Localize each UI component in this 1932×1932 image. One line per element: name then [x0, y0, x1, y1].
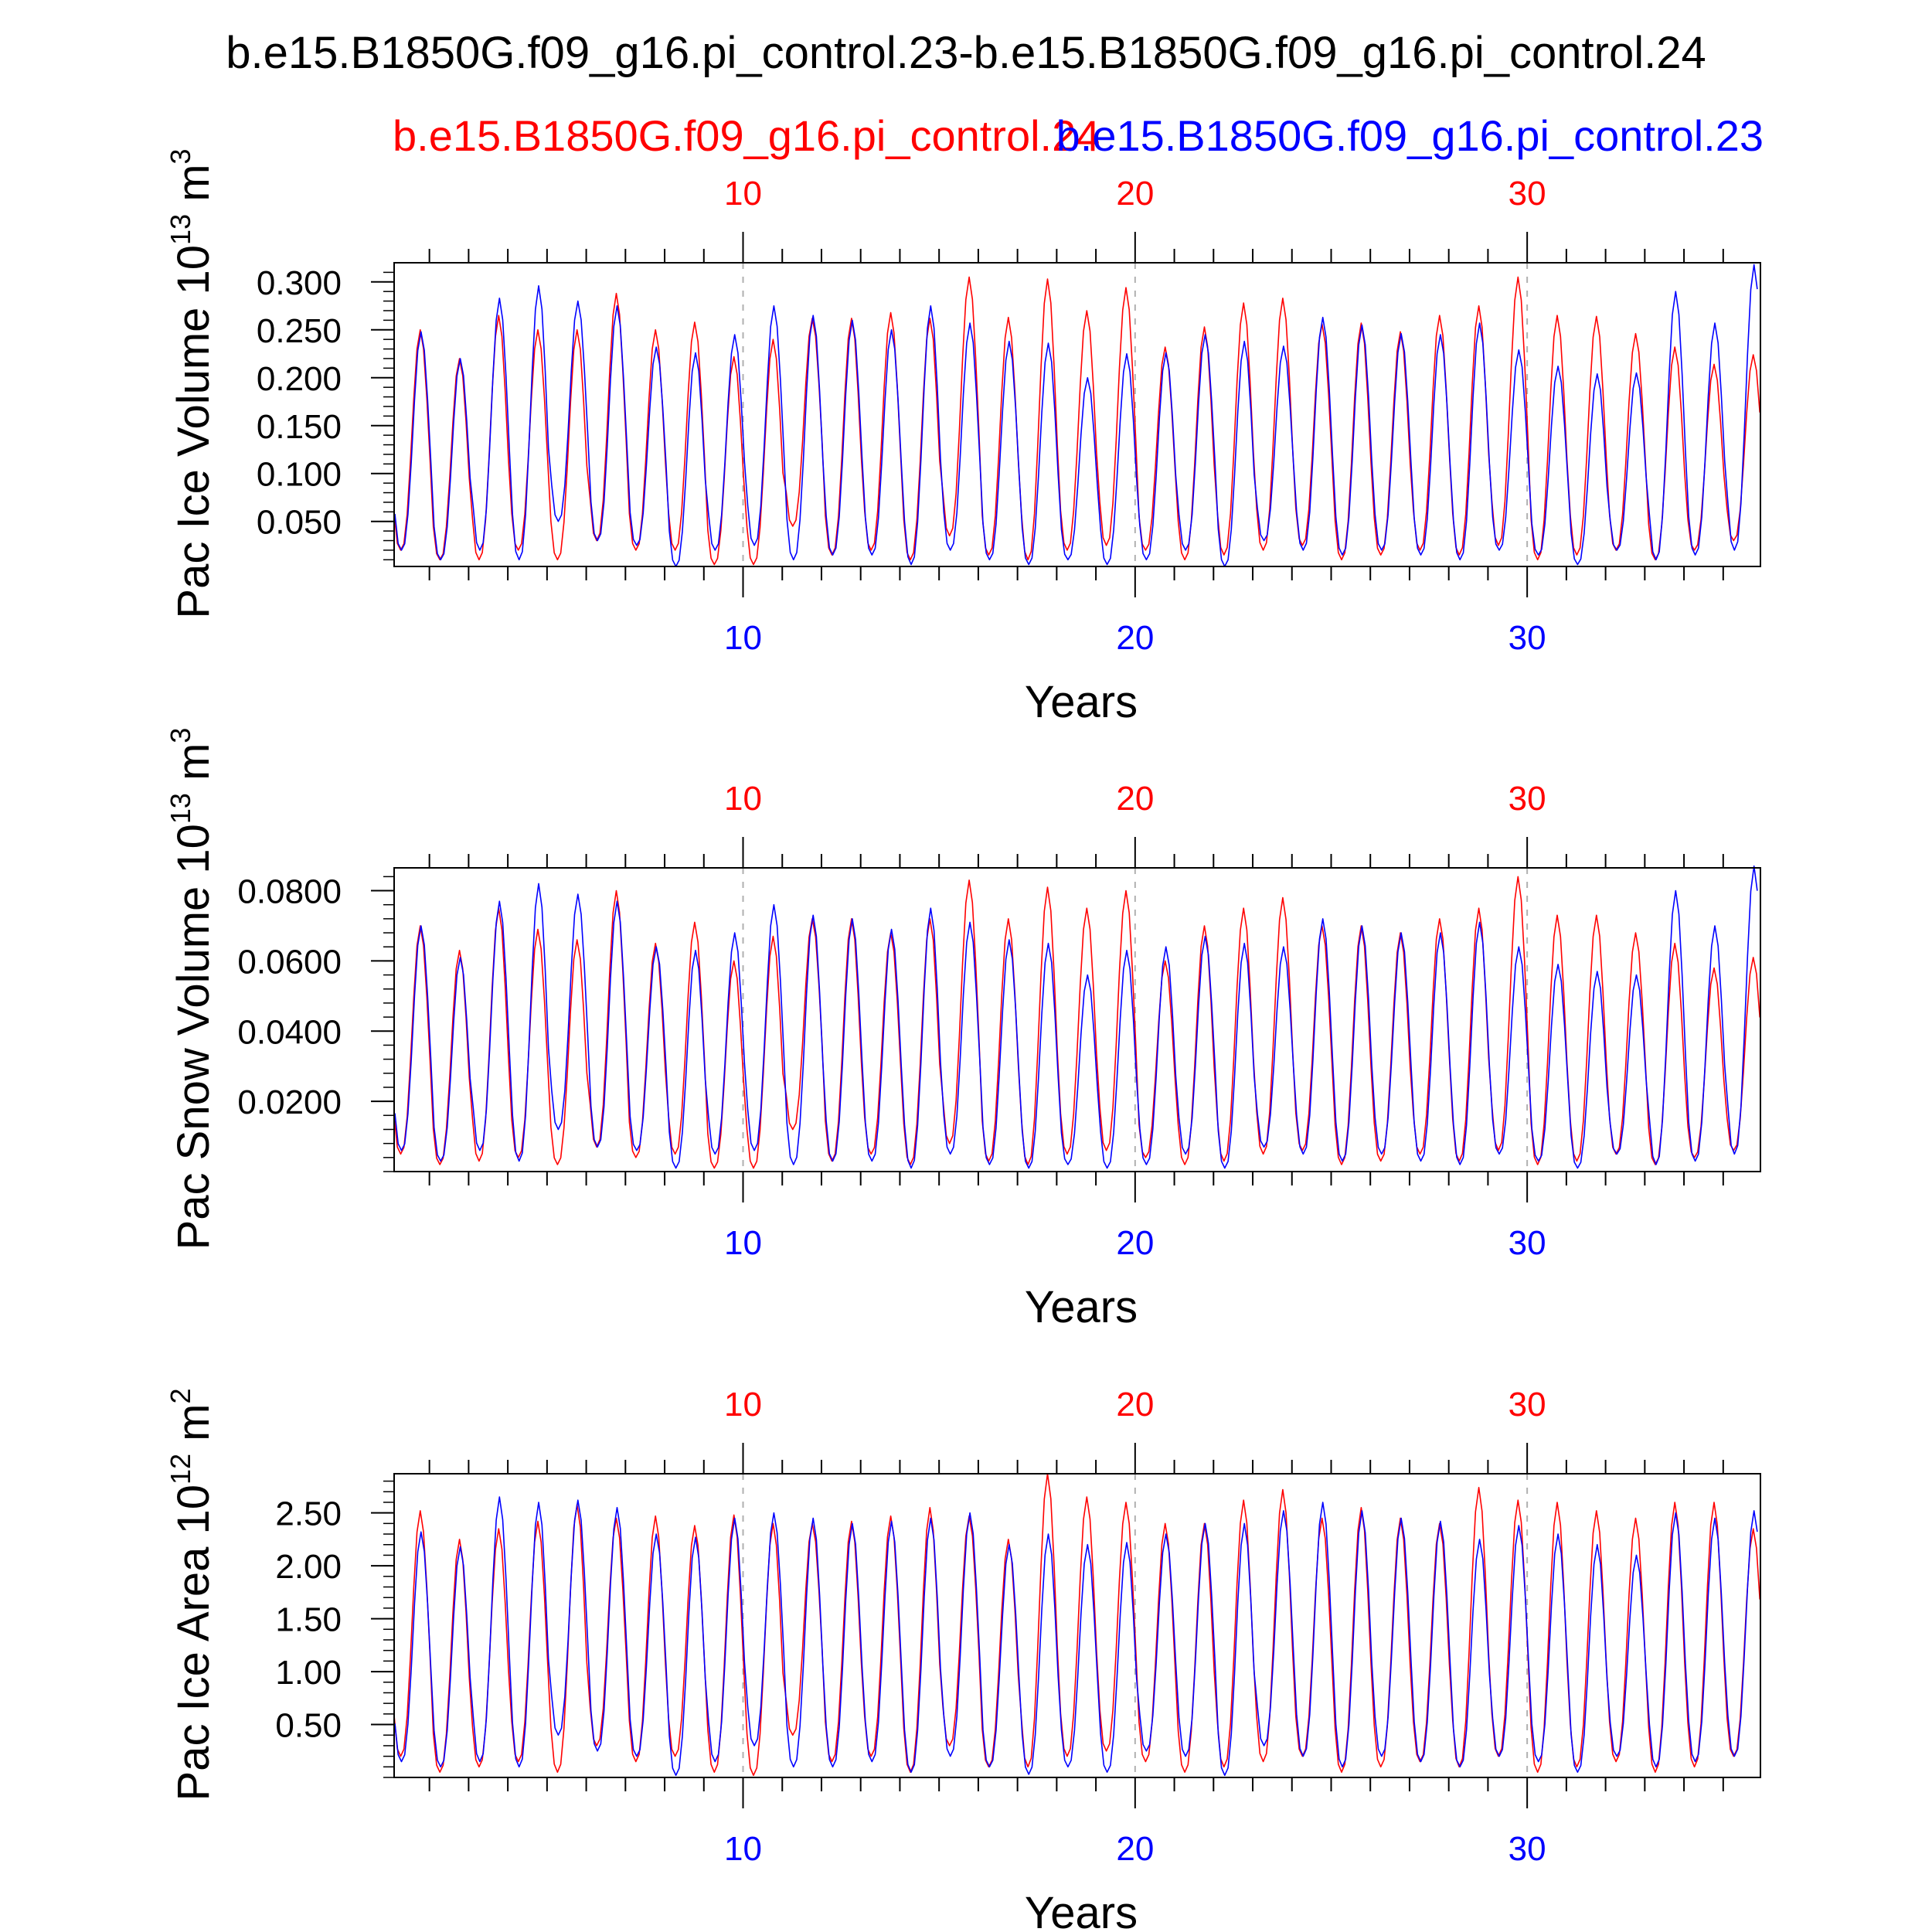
x-tick-label-bottom: 30 [1509, 619, 1546, 657]
y-axis-title-part: 3 [165, 148, 196, 164]
y-tick-label: 0.150 [257, 408, 342, 446]
x-tick-label-top: 20 [1116, 1386, 1154, 1423]
y-axis-title-part: Pac Snow Volume 10 [168, 824, 219, 1250]
x-tick-label-bottom: 10 [724, 1830, 762, 1868]
y-tick-label: 1.50 [275, 1601, 342, 1639]
y-tick-label: 1.00 [275, 1654, 342, 1692]
y-axis-title: Pac Ice Area 1012 m2 [165, 1389, 219, 1801]
x-tick-label-top: 10 [724, 1386, 762, 1423]
series-line-blue [394, 865, 1758, 1169]
y-tick-label: 0.250 [257, 312, 342, 350]
y-axis-title: Pac Snow Volume 1013 m3 [165, 728, 219, 1250]
x-tick-label-top: 10 [724, 175, 762, 213]
y-tick-label: 2.50 [275, 1495, 342, 1533]
chart-panels: 10 10 20 20 30 30 0.050 0.100 0.150 0.200 0.250 0.3… [165, 148, 1761, 1932]
y-axis-title-part: 12 [165, 1454, 196, 1485]
x-tick-label-bottom: 30 [1509, 1830, 1546, 1868]
legend-blue-label: b.e15.B1850G.f09_g16.pi_control.23 [1056, 111, 1764, 160]
x-tick-label-bottom: 30 [1509, 1224, 1546, 1262]
y-axis-title-part: m [168, 1404, 219, 1454]
plot-frame [393, 1473, 1761, 1778]
y-tick-label: 0.0400 [237, 1013, 342, 1051]
panel-ice-area: 10 10 20 20 30 30 0.50 1.00 1.50 2.00 2.50 Years Pac… [165, 1386, 1761, 1932]
figure-title: b.e15.B1850G.f09_g16.pi_control.23-b.e15… [226, 28, 1706, 78]
x-tick-label-bottom: 20 [1116, 619, 1154, 657]
y-tick-label: 2.00 [275, 1548, 342, 1586]
y-tick-label: 0.200 [257, 360, 342, 398]
y-tick-label: 0.300 [257, 264, 342, 302]
y-tick-label: 0.0200 [237, 1083, 342, 1121]
series-line-red [393, 276, 1760, 566]
x-axis-title: Years [1025, 1888, 1138, 1932]
y-axis-title: Pac Ice Volume 1013 m3 [165, 148, 219, 618]
y-axis-title-part: m [168, 743, 219, 793]
y-tick-label: 0.0800 [237, 873, 342, 911]
x-tick-label-top: 30 [1509, 1386, 1546, 1423]
y-axis-title-part: 13 [165, 214, 196, 245]
x-tick-label-top: 30 [1509, 780, 1546, 818]
y-tick-label: 0.0600 [237, 943, 342, 981]
y-axis-title-part: 13 [165, 793, 196, 824]
y-axis-title-part: Pac Ice Volume 10 [168, 245, 219, 619]
panel-snow-volume: 10 10 20 20 30 30 0.0200 0.0400 0.0600 0.0800 Year… [165, 728, 1761, 1332]
y-tick-label: 0.100 [257, 456, 342, 494]
x-tick-label-top: 20 [1116, 780, 1154, 818]
series-line-red [393, 876, 1760, 1169]
x-axis-title: Years [1025, 1282, 1138, 1332]
plot-frame [393, 262, 1761, 567]
x-tick-label-bottom: 20 [1116, 1224, 1154, 1262]
series-line-blue [394, 1496, 1758, 1777]
y-axis-title-part: 2 [165, 1389, 196, 1404]
x-tick-label-top: 10 [724, 780, 762, 818]
series-line-red [393, 1473, 1760, 1777]
y-tick-label: 0.050 [257, 504, 342, 542]
x-tick-label-top: 30 [1509, 175, 1546, 213]
y-axis-title-part: 3 [165, 728, 196, 743]
y-axis-title-part: m [168, 164, 219, 213]
x-tick-label-bottom: 20 [1116, 1830, 1154, 1868]
plot-frame [393, 867, 1761, 1172]
panel-ice-volume: 10 10 20 20 30 30 0.050 0.100 0.150 0.200 0.250 0.3… [165, 148, 1761, 727]
y-axis-title-part: Pac Ice Area 10 [168, 1485, 219, 1801]
legend-red-label: b.e15.B1850G.f09_g16.pi_control.24 [393, 111, 1100, 160]
x-axis-title: Years [1025, 677, 1138, 727]
x-tick-label-top: 20 [1116, 175, 1154, 213]
y-tick-label: 0.50 [275, 1707, 342, 1745]
x-tick-label-bottom: 10 [724, 1224, 762, 1262]
series-line-blue [394, 264, 1758, 567]
x-tick-label-bottom: 10 [724, 619, 762, 657]
